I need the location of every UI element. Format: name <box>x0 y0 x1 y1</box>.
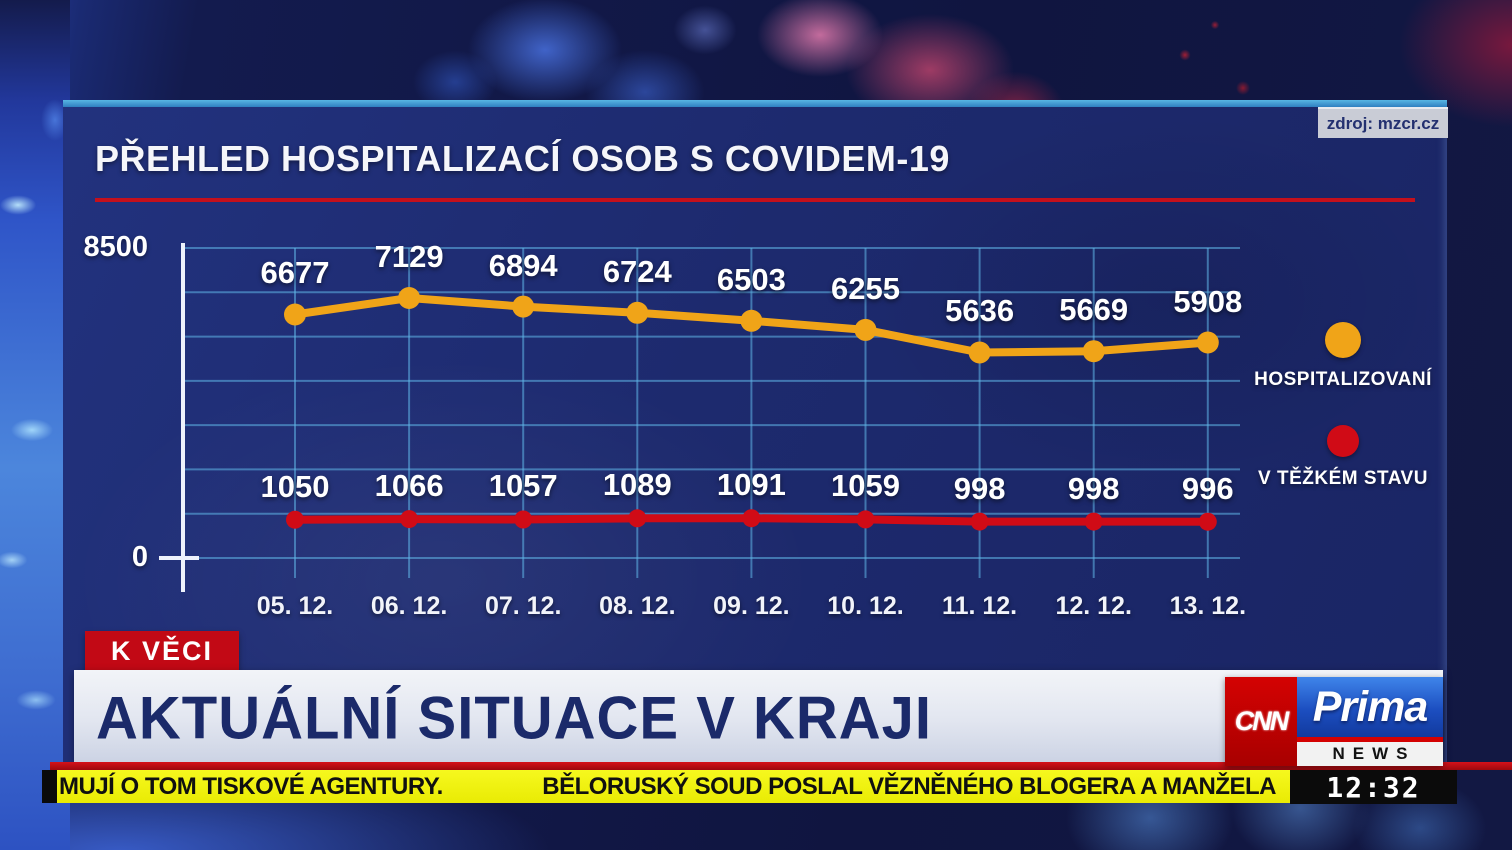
cnn-logo: CNN <box>1225 677 1297 766</box>
program-kicker-badge: K VĚCI <box>85 631 240 671</box>
headline-banner: AKTUÁLNÍ SITUACE V KRAJI <box>74 670 1443 762</box>
cnn-prima-news-logo: CNN Prima NEWS <box>1225 677 1443 766</box>
chart-legend: HOSPITALIZOVANÍ V TĚŽKÉM STAVU <box>1245 322 1441 490</box>
news-ticker: MUJÍ O TOM TISKOVÉ AGENTURY. BĚLORUSKÝ S… <box>57 770 1290 803</box>
chart-panel <box>63 100 1447 768</box>
source-attribution: zdroj: mzcr.cz <box>1318 107 1448 138</box>
ticker-item: MUJÍ O TOM TISKOVÉ AGENTURY. <box>59 772 443 800</box>
title-underline <box>95 198 1415 202</box>
clock: 12:32 <box>1290 770 1457 804</box>
news-logo: NEWS <box>1297 742 1443 766</box>
logo-red-bar <box>1297 737 1443 742</box>
chart-title: PŘEHLED HOSPITALIZACÍ OSOB S COVIDEM-19 <box>95 138 950 179</box>
legend-dot-hospitalized-icon <box>1325 322 1361 358</box>
ticker-item: BĚLORUSKÝ SOUD POSLAL VĚZNĚNÉHO BLOGERA … <box>542 772 1276 800</box>
virus-background-left-edge <box>0 0 70 850</box>
panel-top-border <box>63 100 1447 107</box>
banner-red-divider <box>50 762 1512 770</box>
legend-dot-severe-icon <box>1327 425 1359 457</box>
legend-label-severe: V TĚŽKÉM STAVU <box>1258 468 1428 489</box>
prima-logo: Prima <box>1297 677 1443 737</box>
y-axis-tick-zero: 0 <box>131 541 148 573</box>
y-axis-tick-max: 8500 <box>83 231 148 263</box>
ticker-left-stub <box>42 770 57 803</box>
legend-label-hospitalized: HOSPITALIZOVANÍ <box>1254 369 1432 390</box>
headline-text: AKTUÁLNÍ SITUACE V KRAJI <box>96 684 933 753</box>
